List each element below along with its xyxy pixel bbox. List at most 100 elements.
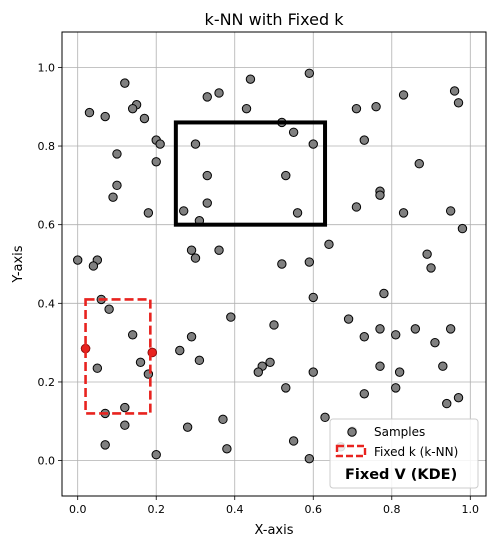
y-tick-label: 0.8 <box>38 140 56 153</box>
sample-point <box>253 367 263 377</box>
sample-point <box>112 180 122 191</box>
sample-point <box>120 78 130 88</box>
sample-point <box>453 98 464 108</box>
sample-point <box>112 149 122 159</box>
sample-point <box>308 292 318 303</box>
sample-point <box>214 245 224 255</box>
sample-point <box>449 86 460 96</box>
sample-point <box>186 332 197 342</box>
sample-point <box>426 263 436 273</box>
sample-point <box>194 355 205 366</box>
sample-point <box>308 139 318 149</box>
sample-point <box>190 253 201 263</box>
knn-window-box <box>84 298 152 415</box>
legend: Samples Fixed k (k-NN) Fixed V (KDE) <box>329 418 479 489</box>
sample-point <box>359 135 369 145</box>
sample-point <box>277 259 287 269</box>
sample-point <box>202 92 212 102</box>
sample-point <box>281 170 291 181</box>
x-axis-label: X-axis <box>255 523 294 538</box>
sample-point <box>375 190 385 200</box>
y-tick-label: 1.0 <box>38 61 56 74</box>
sample-point <box>371 102 381 112</box>
sample-point <box>391 330 401 340</box>
sample-point <box>100 440 110 450</box>
chart-title: k-NN with Fixed k <box>205 10 345 29</box>
sample-point <box>375 324 385 334</box>
sample-point <box>186 245 197 255</box>
sample-point <box>304 257 315 267</box>
sample-point <box>414 159 424 169</box>
sample-point <box>359 332 369 342</box>
sample-point <box>100 111 110 122</box>
sample-point <box>214 88 224 98</box>
sample-point <box>84 107 95 118</box>
x-tick-label: 0.2 <box>147 503 165 516</box>
sample-point <box>304 453 315 464</box>
sample-point <box>351 202 362 212</box>
sample-point <box>438 361 448 371</box>
x-tick-label: 0.8 <box>383 503 401 516</box>
sample-point <box>288 436 299 446</box>
sample-point <box>288 127 299 137</box>
sample-point <box>73 255 83 265</box>
sample-point <box>445 324 456 334</box>
sample-point <box>430 337 440 348</box>
sample-point <box>202 170 212 181</box>
y-axis-label: Y-axis <box>11 245 26 283</box>
sample-point <box>351 103 362 114</box>
sample-point <box>445 206 456 216</box>
sample-point <box>265 357 275 368</box>
sample-point <box>375 361 385 371</box>
sample-point <box>281 383 291 393</box>
sample-point <box>269 320 279 330</box>
y-tick-label: 0.2 <box>38 376 56 389</box>
sample-point <box>179 206 189 216</box>
x-tick-label: 0.0 <box>69 503 87 516</box>
sample-point <box>457 223 468 234</box>
sample-point <box>155 139 165 149</box>
sample-point <box>410 324 421 334</box>
sample-point <box>398 208 409 218</box>
sample-point <box>120 420 130 430</box>
sample-point <box>391 383 401 393</box>
sample-point <box>182 422 193 432</box>
sample-point <box>135 357 146 368</box>
sample-point <box>241 103 252 114</box>
legend-kde-label: Fixed V (KDE) <box>345 467 457 483</box>
sample-point <box>151 450 161 460</box>
sample-point <box>108 192 118 202</box>
y-tick-label: 0.6 <box>38 219 56 232</box>
sample-point <box>104 304 114 314</box>
legend-samples-marker <box>347 427 357 437</box>
sample-point <box>442 398 452 409</box>
axis-ticks: 0.0 0.2 0.4 0.6 0.8 1.0 0.0 0.2 0.4 0.6 0.8 1.0 <box>38 61 480 516</box>
sample-point <box>88 261 99 271</box>
sample-point <box>222 444 232 454</box>
sample-point <box>226 312 236 322</box>
sample-point <box>202 198 212 208</box>
sample-point <box>324 239 334 250</box>
x-tick-label: 1.0 <box>462 503 480 516</box>
legend-frame <box>329 418 479 489</box>
legend-knn-marker <box>335 444 367 458</box>
sample-point <box>245 74 256 84</box>
sample-point <box>120 402 130 413</box>
sample-point <box>422 249 432 259</box>
sample-point <box>127 330 138 340</box>
sample-point <box>359 389 369 399</box>
y-tick-label: 0.4 <box>38 297 56 310</box>
y-tick-label: 0.0 <box>38 455 56 468</box>
sample-point <box>304 68 315 78</box>
kde-window-box <box>173 120 328 227</box>
sample-point <box>292 208 303 218</box>
sample-point <box>398 90 409 100</box>
legend-knn-label: Fixed k (k-NN) <box>374 445 458 459</box>
legend-samples-label: Samples <box>374 425 425 439</box>
sample-point <box>320 412 330 423</box>
sample-point <box>308 367 318 377</box>
sample-point <box>92 363 103 373</box>
x-tick-label: 0.4 <box>226 503 244 516</box>
sample-point <box>151 157 161 167</box>
